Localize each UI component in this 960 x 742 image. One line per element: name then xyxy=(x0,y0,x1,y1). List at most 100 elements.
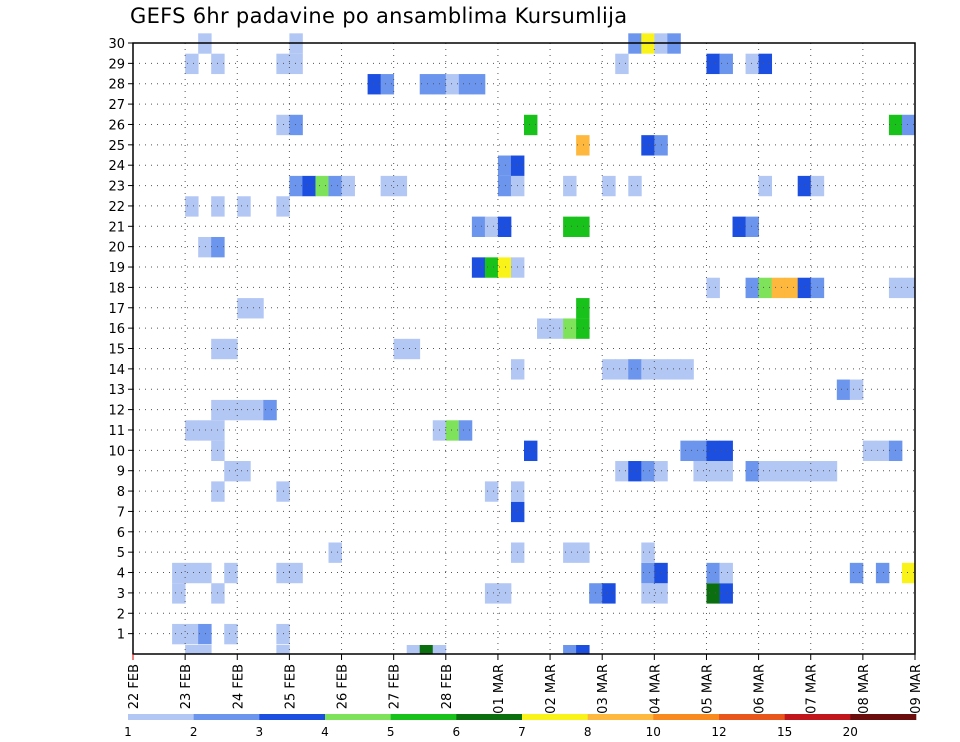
heatmap-cell xyxy=(797,461,812,482)
y-tick-label: 8 xyxy=(117,485,125,500)
heatmap-cell xyxy=(524,114,538,136)
heatmap-cell xyxy=(419,645,434,654)
heatmap-cell xyxy=(589,583,603,604)
colorbar-swatch xyxy=(784,714,851,720)
x-tick-label: 22 FEB xyxy=(127,664,142,709)
heatmap-cell xyxy=(901,277,916,299)
y-tick-label: 26 xyxy=(108,118,125,133)
heatmap-cell xyxy=(602,583,616,604)
heatmap-cell xyxy=(576,298,590,319)
heatmap-cell xyxy=(836,379,851,400)
colorbar-label: 2 xyxy=(190,725,198,739)
colorbar-label: 15 xyxy=(777,725,792,739)
colorbar-swatch xyxy=(325,714,391,720)
colorbar-swatch xyxy=(587,714,654,720)
heatmap-cell xyxy=(706,562,720,584)
heatmap-cell xyxy=(719,562,733,584)
heatmap-cell xyxy=(758,277,773,299)
heatmap-cell xyxy=(276,623,290,645)
heatmap-cell xyxy=(224,338,238,360)
heatmap-cell xyxy=(654,562,668,584)
heatmap-cell xyxy=(719,440,733,462)
heatmap-cell xyxy=(550,318,564,339)
heatmap-cell xyxy=(615,53,629,75)
heatmap-cell xyxy=(172,583,186,604)
heatmap-cell xyxy=(771,277,786,299)
x-tick-label: 04 MAR xyxy=(648,664,663,714)
heatmap-cell xyxy=(602,175,616,197)
heatmap-cell xyxy=(471,74,486,95)
heatmap-cell xyxy=(693,461,707,482)
heatmap-cell xyxy=(250,298,264,319)
heatmap-cell xyxy=(185,420,199,441)
y-tick-label: 11 xyxy=(108,424,125,439)
heatmap-cell xyxy=(406,645,421,654)
heatmap-cell xyxy=(563,216,577,237)
heatmap-cell xyxy=(237,461,251,482)
heatmap-cell xyxy=(198,562,212,584)
colorbar-label: 5 xyxy=(387,725,395,739)
heatmap-cell xyxy=(484,481,499,502)
x-tick-label: 03 MAR xyxy=(596,664,611,714)
y-tick-label: 13 xyxy=(108,383,125,398)
heatmap-cell xyxy=(706,53,720,75)
heatmap-cell xyxy=(745,461,759,482)
heatmap-cell xyxy=(719,53,733,75)
x-tick-label: 09 MAR xyxy=(909,664,924,714)
heatmap-cell xyxy=(784,277,799,299)
y-tick-label: 18 xyxy=(108,281,125,296)
heatmap-cell xyxy=(185,562,199,584)
heatmap-cell xyxy=(237,298,251,319)
colorbar-label: 4 xyxy=(321,725,329,739)
heatmap-cell xyxy=(276,562,290,584)
heatmap-cell xyxy=(198,645,212,654)
heatmap-cell xyxy=(458,74,473,95)
heatmap-cell xyxy=(563,318,577,339)
x-tick-label: 08 MAR xyxy=(857,664,872,714)
heatmap-cell xyxy=(576,318,590,339)
heatmap-cell xyxy=(563,175,577,197)
heatmap-cell xyxy=(797,277,812,299)
heatmap-cell xyxy=(680,359,694,380)
heatmap-cell xyxy=(224,623,238,645)
heatmap-cell xyxy=(432,645,447,654)
heatmap-cell xyxy=(524,440,538,462)
heatmap-cell xyxy=(706,583,720,604)
heatmap-cell xyxy=(458,420,473,441)
x-tick-label: 28 FEB xyxy=(440,664,455,709)
heatmap-cell xyxy=(758,175,773,197)
heatmap-cell xyxy=(432,74,447,95)
heatmap-cell xyxy=(276,645,290,654)
heatmap-cell xyxy=(419,74,434,95)
heatmap-cell xyxy=(484,216,499,237)
colorbar-label: 3 xyxy=(255,725,263,739)
heatmap-cell xyxy=(367,74,382,95)
heatmap-cell xyxy=(901,562,916,584)
heatmap-cell xyxy=(732,216,746,237)
heatmap-cell xyxy=(198,623,212,645)
heatmap-cell xyxy=(615,359,629,380)
heatmap-cell xyxy=(510,257,525,278)
y-tick-label: 12 xyxy=(108,404,125,419)
heatmap-cell xyxy=(211,399,225,421)
heatmap-cell xyxy=(641,461,655,482)
heatmap-cell xyxy=(654,583,668,604)
y-tick-label: 7 xyxy=(117,505,125,520)
heatmap-cell xyxy=(497,155,512,176)
heatmap-cell xyxy=(641,135,655,156)
heatmap-cell xyxy=(315,175,329,197)
y-tick-label: 30 xyxy=(108,37,125,52)
heatmap-cell xyxy=(224,562,238,584)
heatmap-cell xyxy=(641,562,655,584)
heatmap-cell xyxy=(328,542,342,563)
y-tick-label: 4 xyxy=(117,567,125,582)
heatmap-cell xyxy=(172,623,186,645)
heatmap-cell xyxy=(719,461,733,482)
y-tick-label: 25 xyxy=(108,139,125,154)
heatmap-cell xyxy=(341,175,355,197)
heatmap-cell xyxy=(784,461,799,482)
colorbar-swatch xyxy=(522,714,588,720)
heatmap-cell xyxy=(445,420,460,441)
colorbar-swatch xyxy=(653,714,720,720)
